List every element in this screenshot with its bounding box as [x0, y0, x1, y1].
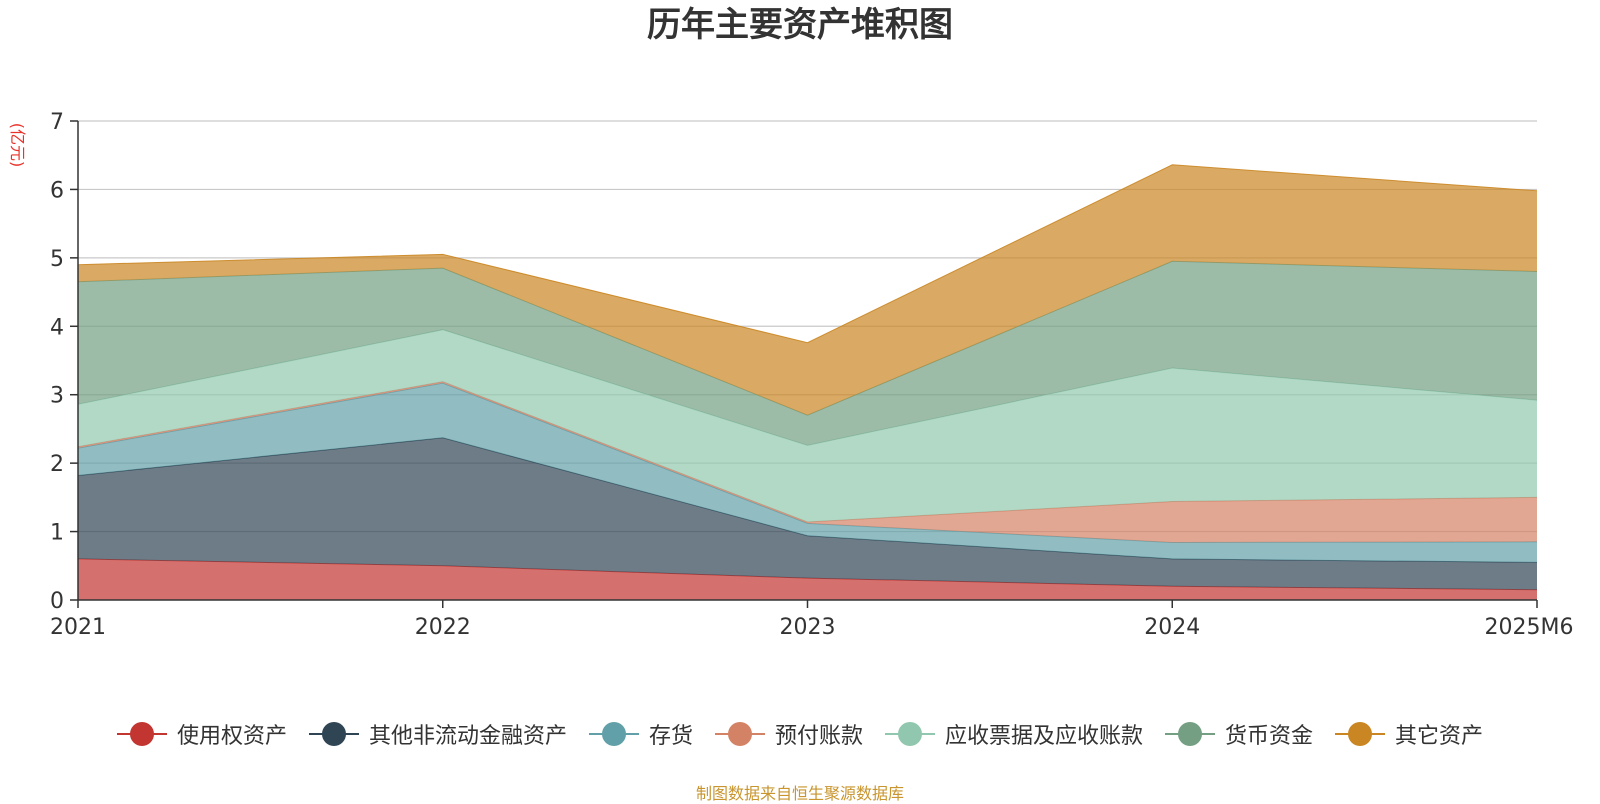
legend-item-cash[interactable]: 货币资金 [1165, 718, 1313, 750]
area-series-存货[interactable] [78, 383, 1537, 563]
legend-label: 其它资产 [1395, 724, 1484, 749]
legend-label: 存货 [648, 724, 693, 749]
legend-marker-icon [714, 722, 765, 746]
legend-marker-icon [116, 722, 167, 746]
legend-marker-icon [308, 722, 359, 746]
y-tick-label: 4 [50, 315, 64, 340]
legend-item-other-noncurrent-financial-assets[interactable]: 其他非流动金融资产 [308, 718, 567, 750]
area-series [77, 164, 1538, 600]
legend-item-inventory[interactable]: 存货 [588, 718, 693, 750]
area-series-预付账款[interactable] [78, 381, 1537, 543]
y-tick-label: 6 [50, 178, 64, 203]
area-series-使用权资产[interactable] [78, 558, 1537, 600]
area-series-货币资金[interactable] [78, 261, 1537, 446]
legend-item-right-of-use-assets[interactable]: 使用权资产 [116, 718, 287, 750]
area-series-应收票据及应收账款[interactable] [78, 329, 1537, 522]
legend-item-prepayments[interactable]: 预付账款 [714, 718, 863, 750]
legend-marker-icon [1335, 722, 1386, 746]
legend-label: 应收票据及应收账款 [945, 724, 1144, 749]
legend-label: 预付账款 [774, 724, 863, 749]
legend-label: 货币资金 [1225, 724, 1314, 749]
x-tick-label: 2024 [1144, 615, 1200, 640]
legend-item-other-assets[interactable]: 其它资产 [1335, 718, 1483, 750]
legend: 使用权资产 其他非流动金融资产 存货 预付账款 应收票据及应收账款 货币资金 [0, 716, 1600, 752]
y-tick-label: 2 [50, 452, 64, 477]
y-axis-unit-label: (亿元) [8, 123, 27, 168]
legend-marker-icon [885, 722, 935, 746]
data-source-note: 制图数据来自恒生聚源数据库 [695, 784, 904, 803]
area-series-其它资产[interactable] [78, 164, 1537, 416]
series-line-其它资产 [77, 164, 1538, 344]
legend-label: 其他非流动金融资产 [368, 724, 567, 749]
y-tick-label: 1 [50, 521, 64, 546]
x-tick-label: 2023 [780, 615, 836, 640]
chart-title: 历年主要资产堆积图 [647, 5, 953, 45]
area-series-其他非流动金融资产[interactable] [78, 437, 1537, 590]
legend-marker-icon [588, 722, 639, 746]
legend-item-receivables[interactable]: 应收票据及应收账款 [885, 718, 1143, 750]
x-tick-label: 2025M6 [1485, 615, 1574, 640]
x-tick-label: 2022 [415, 615, 471, 640]
y-tick-label: 7 [50, 110, 64, 135]
x-tick-label: 2021 [50, 615, 106, 640]
y-tick-label: 0 [50, 589, 64, 614]
y-tick-label: 3 [50, 384, 64, 409]
y-tick-label: 5 [50, 247, 64, 272]
legend-label: 使用权资产 [176, 724, 287, 749]
axes: 0 1 2 3 4 5 6 7 2021 2022 2023 2024 2025M6 [50, 110, 1573, 640]
legend-marker-icon [1165, 722, 1216, 746]
